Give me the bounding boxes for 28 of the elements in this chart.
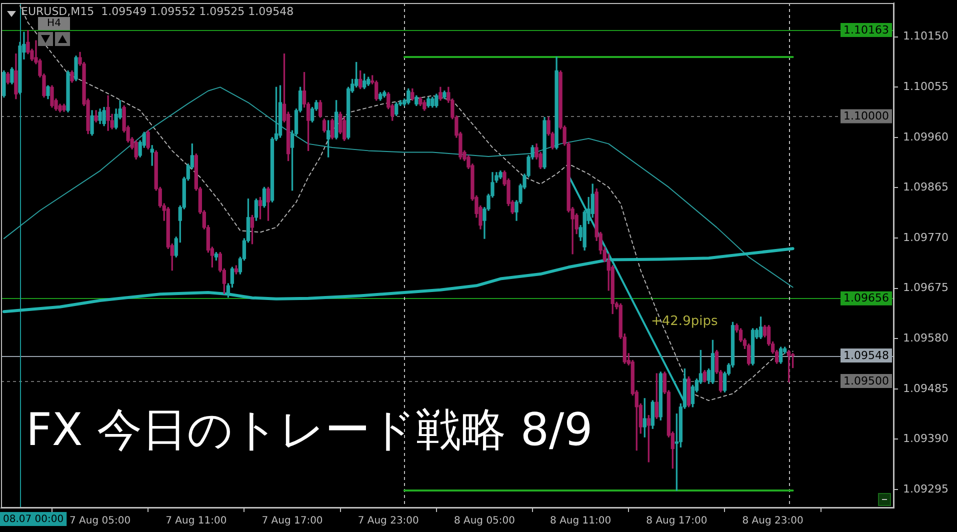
ref-line-label: 08.07 00:00 (3, 514, 64, 526)
x-tick-label: 7 Aug 11:00 (166, 516, 227, 527)
y-tick-label: 1.09485 (903, 382, 948, 395)
x-tick-label: 8 Aug 05:00 (454, 516, 516, 527)
text: FX 今日のトレード戦略 8/9 (26, 403, 593, 457)
chart-subtitle: EURUSD,M15 1.09549 1.09552 1.09525 1.09548 (21, 5, 294, 18)
x-tick-label: 8 Aug 17:00 (646, 516, 708, 527)
y-tick-label: 1.10055 (903, 80, 948, 94)
x-tick-label: 8 Aug 11:00 (550, 516, 612, 527)
x-tick-label: 7 Aug 17:00 (262, 516, 323, 527)
annotation: +42.9pips (651, 314, 718, 330)
ref-line-label: 1.09656 (844, 292, 890, 305)
ref-line-label: 1.10163 (844, 23, 890, 36)
y-tick-label: 1.09580 (903, 331, 948, 344)
y-tick-label: 1.09295 (903, 482, 948, 496)
ref-line-label: 1.10000 (844, 110, 890, 123)
y-tick-label: 1.10150 (903, 30, 948, 43)
y-tick-label: 1.09865 (903, 180, 948, 194)
ref-line-label: 1.09500 (844, 374, 890, 388)
x-tick-label: 8 Aug 23:00 (742, 516, 804, 527)
x-tick-label: 7 Aug 23:00 (358, 516, 419, 527)
y-tick-label: 1.09675 (903, 281, 948, 294)
x-tick-label: 7 Aug 05:00 (70, 516, 131, 527)
y-tick-label: 1.09770 (903, 230, 948, 244)
annotation: H4 (38, 17, 70, 30)
y-tick-label: 1.09960 (903, 130, 948, 144)
y-tick-label: 1.09390 (903, 432, 948, 446)
ref-line-label: 1.09548 (844, 348, 890, 362)
